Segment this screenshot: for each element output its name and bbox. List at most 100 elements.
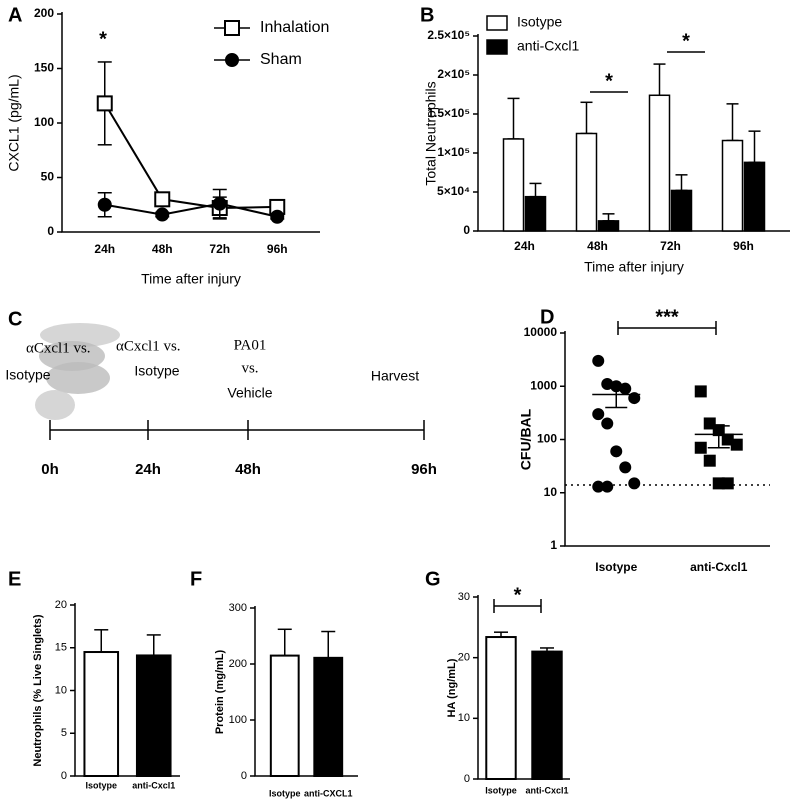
event-label: Isotype — [5, 367, 50, 383]
x-tick-label: Isotype — [595, 560, 637, 574]
x-tick-label: anti-Cxcl1 — [690, 560, 748, 574]
x-tick-label: 24h — [94, 242, 115, 256]
marker — [721, 477, 734, 490]
x-tick-label: 96h — [733, 239, 754, 253]
marker — [225, 53, 239, 67]
x-tick-label: Isotype — [485, 785, 517, 795]
y-axis-label: Protein (mg/mL) — [214, 650, 226, 735]
y-axis-label: Total Neutrophils — [423, 81, 439, 185]
y-tick-label: 0 — [47, 224, 54, 238]
x-tick-label: 72h — [660, 239, 681, 253]
marker — [619, 382, 632, 395]
y-tick-label: 0 — [464, 773, 470, 785]
x-tick-label: anti-Cxcl1 — [525, 785, 568, 795]
y-tick-label: 20 — [55, 599, 67, 611]
event-label: vs. — [241, 360, 258, 376]
y-tick-label: 0 — [61, 770, 67, 782]
y-tick-label: 1000 — [530, 378, 557, 392]
timeline-art — [35, 323, 425, 440]
x-tick-label: 48h — [152, 242, 173, 256]
bar — [269, 654, 300, 777]
event-label: αCxcl1 vs. — [116, 338, 181, 354]
marker — [270, 209, 285, 224]
marker — [155, 207, 170, 222]
y-tick-label: 1 — [550, 538, 557, 552]
bar — [743, 161, 766, 232]
marker — [224, 20, 240, 36]
marker — [694, 385, 707, 398]
bar — [597, 220, 620, 232]
panel-letter: A — [8, 4, 22, 26]
y-tick-label: 1.5×10⁵ — [427, 106, 470, 120]
bar — [313, 656, 344, 778]
marker — [97, 197, 112, 212]
y-axis-label: CFU/BAL — [518, 408, 534, 470]
bar — [485, 636, 517, 780]
marker — [601, 480, 614, 493]
marker — [628, 392, 641, 405]
panel-letter: B — [420, 4, 434, 26]
x-axis-label: Time after injury — [584, 259, 684, 275]
y-axis-label: Neutrophils (% Live Singlets) — [32, 614, 44, 767]
y-tick-label: 50 — [41, 170, 55, 184]
significance-label: * — [99, 28, 107, 50]
y-tick-label: 2.5×10⁵ — [427, 28, 470, 42]
y-tick-label: 200 — [229, 658, 247, 670]
bar — [83, 651, 120, 778]
bar — [670, 189, 693, 232]
bar — [575, 132, 598, 232]
y-tick-label: 100 — [34, 115, 54, 129]
bar — [721, 139, 744, 232]
y-axis-label: CXCL1 (pg/mL) — [6, 74, 22, 171]
y-tick-label: 10000 — [524, 325, 558, 339]
y-tick-label: 2×10⁵ — [437, 67, 470, 81]
significance-label: * — [514, 584, 522, 606]
bar — [648, 94, 671, 232]
event-label: Harvest — [371, 368, 419, 384]
y-tick-label: 5 — [61, 727, 67, 739]
y-tick-label: 10 — [544, 485, 558, 499]
y-tick-label: 100 — [537, 432, 557, 446]
event-label: Vehicle — [227, 385, 272, 401]
marker — [619, 461, 632, 474]
y-tick-label: 100 — [229, 714, 247, 726]
event-label: αCxcl1 vs. — [26, 340, 91, 356]
marker — [96, 95, 113, 112]
marker — [694, 441, 707, 454]
x-tick-label: anti-CXCL1 — [304, 788, 353, 798]
y-tick-label: 30 — [458, 591, 470, 603]
legend-label: Isotype — [517, 14, 562, 30]
event-label: PA01 — [234, 337, 267, 353]
legend-swatch — [486, 15, 508, 31]
significance-label: * — [682, 30, 690, 52]
time-label: 0h — [41, 461, 59, 478]
y-tick-label: 1×10⁵ — [437, 145, 470, 159]
y-tick-label: 300 — [229, 602, 247, 614]
marker — [703, 454, 716, 467]
x-axis-label: Time after injury — [141, 271, 241, 287]
y-axis-label: HA (ng/mL) — [446, 658, 458, 717]
bar — [502, 138, 525, 232]
y-tick-label: 150 — [34, 61, 54, 75]
legend-label: Sham — [260, 51, 302, 68]
marker — [601, 417, 614, 430]
bar — [531, 650, 563, 780]
y-tick-label: 20 — [458, 652, 470, 664]
marker — [628, 477, 641, 490]
y-tick-label: 10 — [458, 712, 470, 724]
time-label: 24h — [135, 461, 161, 478]
bar — [524, 195, 547, 232]
marker — [592, 408, 605, 421]
bar — [135, 654, 172, 778]
marker — [212, 196, 227, 211]
legend-label: anti-Cxcl1 — [517, 38, 579, 54]
y-tick-label: 200 — [34, 6, 54, 20]
y-tick-label: 5×10⁴ — [437, 184, 470, 198]
time-label: 96h — [411, 461, 437, 478]
y-tick-label: 15 — [55, 642, 67, 654]
marker — [610, 445, 623, 458]
y-tick-label: 0 — [463, 223, 470, 237]
x-tick-label: Isotype — [85, 780, 117, 790]
legend-label: Inhalation — [260, 19, 329, 36]
